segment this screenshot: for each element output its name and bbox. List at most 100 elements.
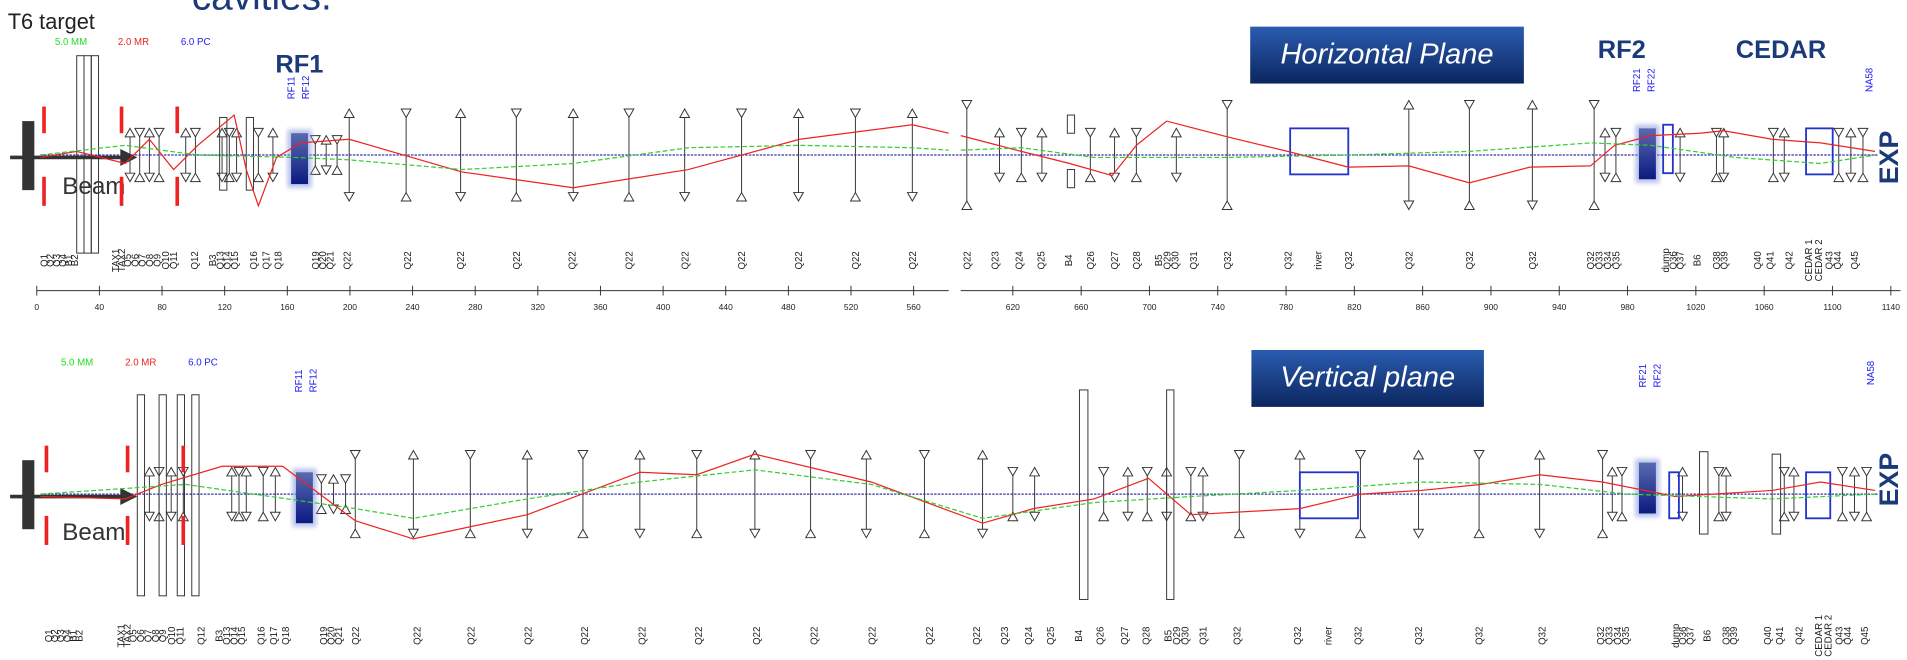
element-label: Q16 bbox=[249, 251, 260, 269]
quadrupole-end bbox=[321, 166, 331, 174]
quadrupole-end bbox=[1404, 201, 1414, 209]
quadrupole-end bbox=[350, 529, 360, 537]
element-label: Q42 bbox=[1794, 627, 1805, 645]
rf-cavity bbox=[296, 472, 313, 523]
quadrupole-end bbox=[995, 173, 1005, 181]
quadrupole-end bbox=[456, 109, 466, 117]
element-label: Q40 bbox=[1753, 251, 1764, 269]
quadrupole-end bbox=[1607, 467, 1617, 475]
cavity-label: RF22 bbox=[1653, 364, 1664, 388]
quadrupole-end bbox=[1675, 128, 1685, 136]
endpoint-label: NA58 bbox=[1866, 361, 1877, 385]
element-label: Q23 bbox=[990, 251, 1001, 269]
quadrupole-end bbox=[624, 193, 634, 201]
element-label: Q44 bbox=[1833, 251, 1844, 270]
quadrupole-end bbox=[270, 467, 280, 475]
scale-label: 6.0 PC bbox=[181, 37, 211, 48]
quadrupole-end bbox=[1846, 173, 1856, 181]
quadrupole-end bbox=[1356, 529, 1366, 537]
quadrupole-end bbox=[962, 101, 972, 109]
exp-label: EXP bbox=[1874, 453, 1904, 506]
quadrupole-end bbox=[522, 529, 532, 537]
quadrupole-end bbox=[907, 193, 917, 201]
quadrupole-end bbox=[145, 512, 155, 520]
quadrupole-end bbox=[1099, 467, 1109, 475]
quadrupole-end bbox=[680, 193, 690, 201]
element-label: Q41 bbox=[1775, 627, 1786, 645]
bending-magnet bbox=[1067, 115, 1074, 133]
element-label: Q31 bbox=[1199, 627, 1210, 645]
quadrupole-end bbox=[737, 109, 747, 117]
element-label: Q18 bbox=[273, 251, 284, 269]
element-label: CEDAR 2 bbox=[1814, 239, 1825, 281]
plane-label: Vertical plane bbox=[1280, 362, 1455, 394]
element-label: B6 bbox=[1702, 630, 1713, 642]
quadrupole-end bbox=[310, 136, 320, 144]
bending-magnet bbox=[1699, 452, 1707, 534]
quadrupole-end bbox=[317, 475, 327, 483]
axis-tick-label: 820 bbox=[1347, 302, 1361, 312]
quadrupole-end bbox=[268, 128, 278, 136]
quadrupole-end bbox=[125, 173, 135, 181]
quadrupole-end bbox=[806, 529, 816, 537]
cavity-label: RF21 bbox=[1632, 68, 1643, 92]
axis-tick-label: 40 bbox=[95, 302, 105, 312]
trajectory bbox=[961, 143, 1875, 164]
quadrupole-end bbox=[1779, 173, 1789, 181]
quadrupole-end bbox=[1769, 173, 1779, 181]
element-label: Q30 bbox=[1180, 627, 1191, 645]
quadrupole-end bbox=[1834, 173, 1844, 181]
cavity-label: RF21 bbox=[1638, 364, 1649, 388]
element-label: Q22 bbox=[680, 251, 691, 269]
quadrupole-end bbox=[1099, 512, 1109, 520]
rf1-label: RF1 bbox=[275, 51, 323, 79]
axis-tick-label: 120 bbox=[218, 302, 232, 312]
quadrupole-end bbox=[181, 128, 191, 136]
endpoint-label: NA58 bbox=[1865, 68, 1876, 92]
element-label: Q22 bbox=[342, 251, 353, 269]
quadrupole-end bbox=[1600, 128, 1610, 136]
axis-tick-label: 320 bbox=[531, 302, 545, 312]
quadrupole-end bbox=[861, 450, 871, 458]
quadrupole-end bbox=[1171, 173, 1181, 181]
quadrupole-end bbox=[1589, 101, 1599, 109]
scale-label: 5.0 MM bbox=[61, 358, 93, 369]
quadrupole-end bbox=[680, 109, 690, 117]
axis-tick-label: 480 bbox=[781, 302, 795, 312]
beam-arrow-head bbox=[120, 488, 137, 505]
quadrupole-end bbox=[465, 529, 475, 537]
quadrupole-end bbox=[1850, 512, 1860, 520]
axis-tick-label: 360 bbox=[593, 302, 607, 312]
element-label: Q27 bbox=[1110, 251, 1121, 269]
quadrupole-end bbox=[1110, 128, 1120, 136]
scale-label: 6.0 PC bbox=[188, 358, 218, 369]
element-label: Q40 bbox=[1763, 627, 1774, 645]
quadrupole-end bbox=[692, 450, 702, 458]
quadrupole-end bbox=[1850, 467, 1860, 475]
axis-tick-label: 80 bbox=[157, 302, 167, 312]
cedar-label: CEDAR bbox=[1736, 36, 1826, 64]
element-label: Q22 bbox=[456, 251, 467, 269]
element-label: Q25 bbox=[1046, 627, 1057, 645]
quadrupole-end bbox=[154, 173, 164, 181]
exp-label: EXP bbox=[1874, 131, 1904, 184]
quadrupole-end bbox=[125, 128, 135, 136]
quadrupole-end bbox=[1234, 529, 1244, 537]
quadrupole-end bbox=[995, 128, 1005, 136]
quadrupole-end bbox=[1295, 529, 1305, 537]
quadrupole-end bbox=[1465, 201, 1475, 209]
quadrupole-end bbox=[1528, 201, 1538, 209]
element-label: Q32 bbox=[1414, 627, 1425, 645]
quadrupole-end bbox=[145, 467, 155, 475]
quadrupole-end bbox=[401, 109, 411, 117]
element-label: Q39 bbox=[1719, 251, 1730, 269]
element-label: Q35 bbox=[1612, 251, 1623, 269]
quadrupole-end bbox=[978, 529, 988, 537]
quadrupole-end bbox=[1600, 173, 1610, 181]
quadrupole-end bbox=[1123, 467, 1133, 475]
quadrupole-end bbox=[270, 512, 280, 520]
element-label: Q44 bbox=[1843, 626, 1854, 645]
element-label: B4 bbox=[1074, 629, 1085, 641]
quadrupole-end bbox=[1030, 512, 1040, 520]
quadrupole-end bbox=[1465, 101, 1475, 109]
